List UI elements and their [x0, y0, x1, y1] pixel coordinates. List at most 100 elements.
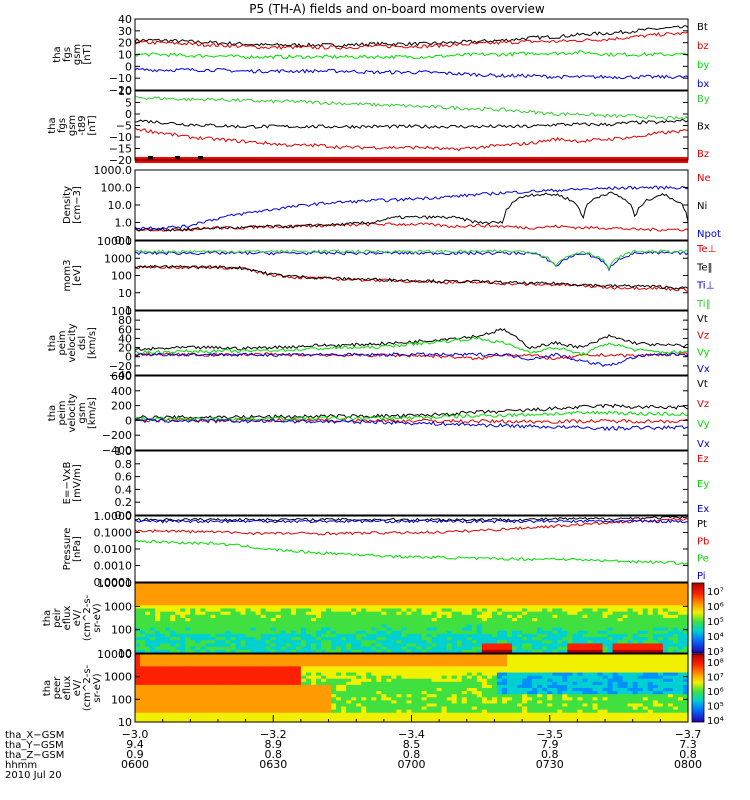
heatmap-cell	[145, 709, 151, 714]
heatmap-cell	[351, 633, 357, 638]
heatmap-cell	[622, 660, 629, 664]
heatmap-cell	[582, 663, 589, 667]
heatmap-cell	[356, 643, 362, 648]
heatmap-cell	[632, 663, 639, 667]
legend-label: Te‖	[696, 262, 713, 273]
heatmap-cell	[652, 586, 659, 590]
heatmap-cell	[557, 681, 563, 686]
heatmap-cell	[451, 688, 458, 692]
heatmap-cell	[371, 605, 377, 610]
heatmap-cell	[592, 589, 599, 594]
heatmap-cell	[305, 602, 312, 606]
heatmap-cell	[220, 697, 227, 701]
heatmap-cell	[140, 678, 146, 683]
heatmap-cell	[140, 586, 146, 590]
heatmap-cell	[632, 586, 639, 590]
heatmap-cell	[547, 589, 553, 594]
heatmap-cell	[471, 697, 478, 701]
heatmap-cell	[285, 595, 292, 600]
heatmap-cell	[657, 681, 664, 686]
heatmap-cell	[542, 614, 548, 619]
heatmap-cell	[145, 697, 151, 701]
heatmap-cell	[602, 640, 609, 645]
heatmap-cell	[481, 715, 488, 720]
heatmap-cell	[190, 654, 196, 658]
heatmap-cell	[215, 602, 222, 606]
heatmap-cell	[135, 691, 141, 695]
heatmap-cell	[135, 602, 141, 606]
heatmap-cell	[321, 605, 327, 610]
series-line-bz	[134, 31, 689, 50]
heatmap-cell	[170, 643, 176, 648]
heatmap-cell	[657, 646, 664, 651]
heatmap-cell	[300, 646, 307, 651]
heatmap-cell	[361, 697, 367, 701]
heatmap-cell	[522, 602, 528, 606]
heatmap-cell	[496, 709, 503, 714]
heatmap-cell	[491, 715, 498, 720]
heatmap-cell	[260, 681, 267, 686]
heatmap-cell	[290, 624, 297, 629]
heatmap-cell	[255, 706, 262, 711]
y-axis-label: [nT]	[82, 44, 93, 64]
heatmap-cell	[537, 611, 543, 616]
heatmap-cell	[522, 678, 528, 683]
heatmap-cell	[215, 614, 222, 619]
y-tick-label: 0.1000	[94, 527, 133, 540]
heatmap-cell	[386, 633, 392, 638]
heatmap-cell	[481, 688, 488, 692]
heatmap-cell	[376, 666, 382, 671]
heatmap-cell	[381, 598, 387, 603]
heatmap-cell	[421, 643, 428, 648]
heatmap-cell	[496, 700, 503, 705]
heatmap-cell	[642, 649, 649, 654]
heatmap-cell	[416, 709, 423, 714]
heatmap-cell	[175, 691, 181, 695]
heatmap-cell	[215, 605, 222, 610]
heatmap-cell	[270, 611, 277, 616]
heatmap-cell	[637, 678, 644, 683]
heatmap-cell	[461, 611, 468, 616]
heatmap-cell	[270, 709, 277, 714]
heatmap-cell	[220, 700, 227, 705]
heatmap-cell	[471, 608, 478, 613]
heatmap-cell	[577, 608, 584, 613]
heatmap-cell	[210, 709, 217, 714]
heatmap-cell	[496, 586, 503, 590]
heatmap-cell	[607, 640, 614, 645]
heatmap-cell	[667, 637, 674, 641]
heatmap-cell	[582, 633, 589, 638]
heatmap-cell	[572, 718, 578, 723]
heatmap-cell	[220, 675, 227, 680]
heatmap-cell	[637, 640, 644, 645]
heatmap-cell	[451, 654, 458, 658]
heatmap-cell	[285, 602, 292, 606]
heatmap-cell	[270, 592, 277, 597]
heatmap-cell	[592, 637, 599, 641]
heatmap-cell	[155, 700, 161, 705]
heatmap-cell	[351, 660, 357, 664]
heatmap-cell	[270, 691, 277, 695]
heatmap-cell	[341, 611, 347, 616]
heatmap-cell	[210, 589, 217, 594]
heatmap-cell	[220, 715, 227, 720]
heatmap-cell	[627, 675, 634, 680]
heatmap-cell	[381, 712, 387, 717]
heatmap-cell	[426, 583, 433, 587]
heatmap-cell	[582, 598, 589, 603]
heatmap-cell	[185, 700, 191, 705]
heatmap-cell	[416, 643, 423, 648]
heatmap-cell	[155, 709, 161, 714]
heatmap-cell	[672, 621, 679, 625]
heatmap-cell	[572, 663, 578, 667]
heatmap-cell	[290, 598, 297, 603]
heatmap-cell	[140, 657, 146, 661]
heatmap-cell	[351, 678, 357, 683]
heatmap-cell	[426, 595, 433, 600]
heatmap-cell	[260, 672, 267, 677]
heatmap-cell	[280, 608, 287, 613]
heatmap-cell	[582, 618, 589, 622]
heatmap-cell	[572, 715, 578, 720]
heatmap-cell	[476, 595, 483, 600]
heatmap-cell	[165, 592, 171, 597]
